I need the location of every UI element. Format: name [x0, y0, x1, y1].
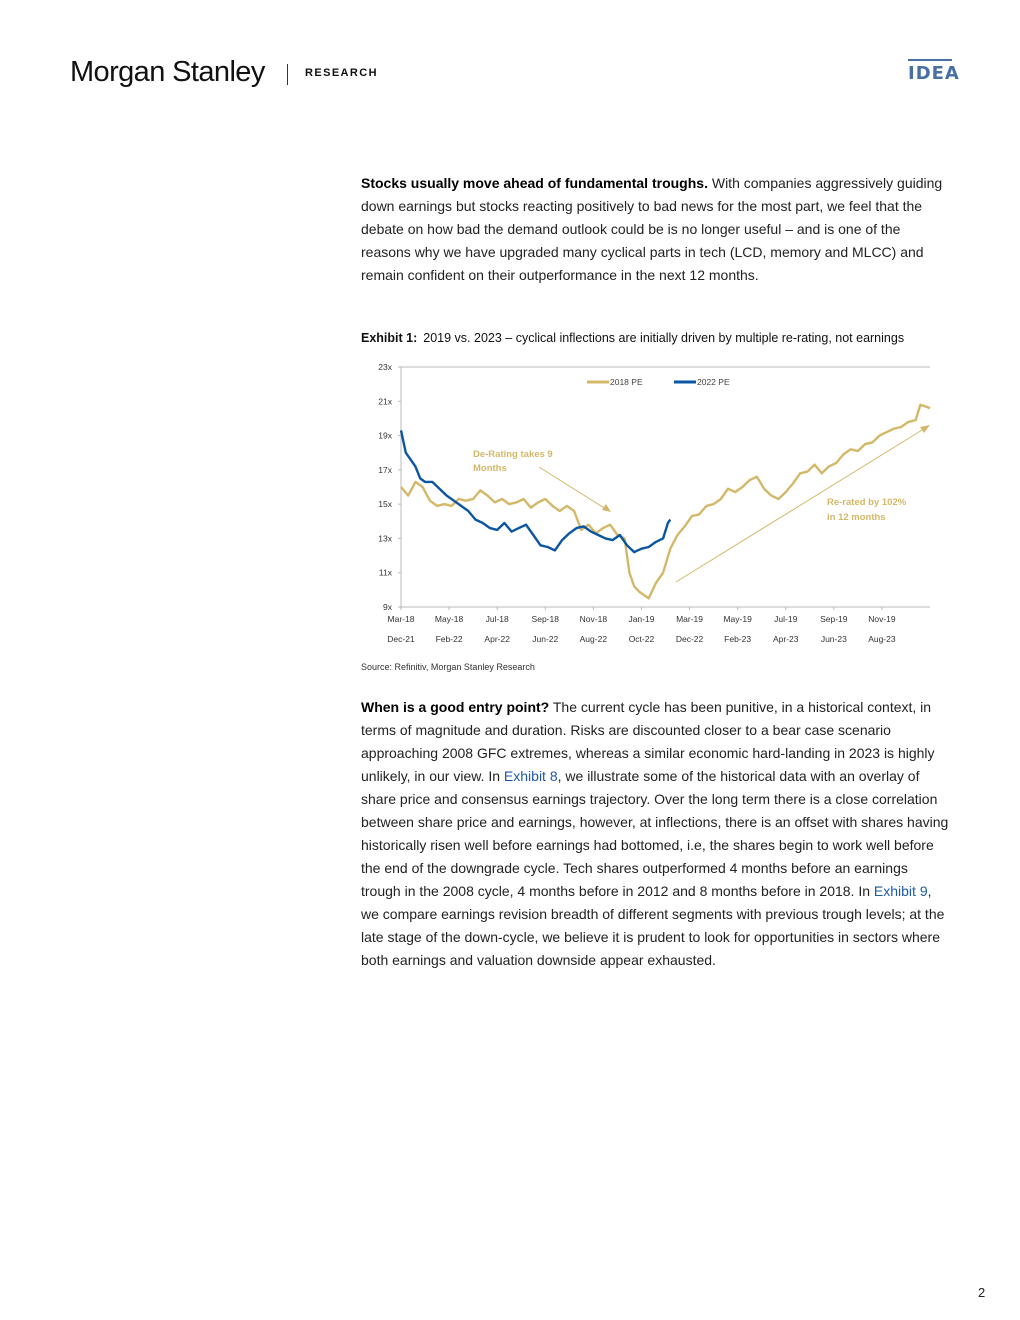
x-tick-label-2018: Mar-19: [676, 614, 703, 624]
page-number: 2: [978, 1285, 986, 1300]
series-line-2018-pe: [400, 403, 931, 600]
x-tick-label-2022: Oct-22: [629, 634, 655, 644]
y-tick-label: 9x: [383, 602, 393, 612]
page-header: Morgan Stanley RESEARCH IDEA: [70, 56, 960, 92]
intro-lead: Stocks usually move ahead of fundamental…: [361, 175, 708, 191]
entry-point-part3: , we compare earnings revision breadth o…: [361, 883, 945, 968]
x-tick-label-2022: Aug-22: [580, 634, 608, 644]
idea-badge-bar: [908, 59, 952, 61]
y-tick-label: 19x: [378, 431, 392, 441]
x-tick-label-2022: Apr-23: [773, 634, 799, 644]
y-tick-label: 23x: [378, 362, 392, 372]
exhibit-8-link[interactable]: Exhibit 8: [503, 768, 558, 784]
x-tick-label-2018: Sep-18: [532, 614, 560, 624]
x-tick-label-2018: Nov-18: [580, 614, 608, 624]
y-tick-label: 21x: [378, 396, 392, 406]
section-label: RESEARCH: [305, 67, 378, 79]
idea-badge: IDEA: [908, 59, 960, 84]
header-divider: [287, 64, 288, 85]
x-tick-label-2022: Apr-22: [484, 634, 510, 644]
x-tick-label-2018: Sep-19: [820, 614, 848, 624]
x-tick-label-2018: Jan-19: [628, 614, 654, 624]
annotation-derating-arrow: [538, 466, 610, 512]
annotation-derating-line2: Months: [473, 463, 507, 474]
legend-label: 2018 PE: [610, 377, 643, 387]
exhibit-title: Exhibit 1: 2019 vs. 2023 – cyclical infle…: [361, 331, 961, 345]
x-tick-label-2022: Feb-23: [724, 634, 751, 644]
x-tick-label-2018: May-19: [723, 614, 752, 624]
entry-point-lead: When is a good entry point?: [361, 699, 550, 715]
annotation-rerated-arrow: [675, 426, 928, 583]
x-tick-label-2022: Aug-23: [868, 634, 896, 644]
exhibit-label: Exhibit 1:: [361, 331, 418, 345]
brand-logo: Morgan Stanley: [70, 56, 265, 88]
x-tick-label-2022: Dec-21: [387, 634, 415, 644]
x-tick-label-2018: Jul-18: [486, 614, 509, 624]
intro-paragraph: Stocks usually move ahead of fundamental…: [361, 172, 951, 287]
series-line-2022-pe: [399, 430, 672, 554]
x-tick-label-2018: May-18: [435, 614, 464, 624]
exhibit-caption: 2019 vs. 2023 – cyclical inflections are…: [423, 331, 905, 345]
x-tick-label-2018: Nov-19: [868, 614, 896, 624]
x-tick-label-2018: Mar-18: [388, 614, 415, 624]
y-tick-label: 13x: [378, 533, 392, 543]
chart-source: Source: Refinitiv, Morgan Stanley Resear…: [361, 662, 535, 672]
y-tick-label: 11x: [379, 568, 393, 578]
annotation-rerated-arrowhead: [920, 425, 930, 433]
exhibit-9-link[interactable]: Exhibit 9: [873, 883, 928, 899]
entry-point-part1: The current cycle has been punitive, in …: [361, 699, 935, 784]
annotation-derating-line1: De-Rating takes 9: [473, 449, 553, 460]
y-tick-label: 15x: [378, 499, 392, 509]
entry-point-paragraph: When is a good entry point? The current …: [361, 696, 951, 972]
x-tick-label-2022: Jun-23: [821, 634, 847, 644]
y-tick-label: 17x: [378, 465, 392, 475]
intro-body: With companies aggressively guiding down…: [361, 175, 943, 283]
pe-line-chart: 23x 21x 19x 17x 15x 13x 11x 9x Mar-18 Dec-21 May-1…: [378, 362, 931, 644]
x-tick-label-2018: Jul-19: [774, 614, 797, 624]
annotation-derating-arrowhead: [602, 504, 611, 512]
annotation-rerated-line2: in 12 months: [827, 512, 886, 523]
x-tick-label-2022: Jun-22: [532, 634, 558, 644]
entry-point-part2: , we illustrate some of the historical d…: [361, 768, 949, 899]
legend-label: 2022 PE: [697, 377, 730, 387]
annotation-rerated-line1: Re-rated by 102%: [827, 497, 907, 508]
x-tick-label-2022: Dec-22: [676, 634, 704, 644]
x-tick-label-2022: Feb-22: [436, 634, 463, 644]
idea-badge-text: IDEA: [908, 63, 960, 84]
